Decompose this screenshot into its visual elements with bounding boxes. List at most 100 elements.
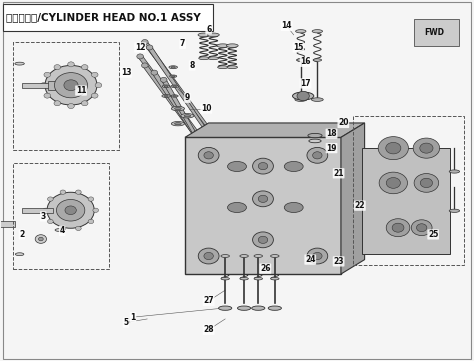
Text: 25: 25 [428, 230, 438, 239]
Ellipse shape [171, 85, 178, 88]
Ellipse shape [297, 59, 305, 61]
Text: 24: 24 [305, 255, 316, 264]
Ellipse shape [292, 92, 314, 100]
Ellipse shape [284, 203, 303, 213]
Ellipse shape [173, 95, 176, 97]
Circle shape [56, 200, 85, 221]
Text: 10: 10 [201, 104, 211, 113]
Circle shape [47, 192, 94, 228]
Text: 5: 5 [123, 318, 128, 327]
Text: 14: 14 [282, 21, 292, 30]
Ellipse shape [254, 277, 263, 280]
Bar [185, 137, 341, 274]
Text: 23: 23 [333, 257, 344, 266]
Ellipse shape [221, 255, 229, 257]
Text: 3: 3 [41, 212, 46, 221]
Text: 13: 13 [121, 68, 131, 77]
Ellipse shape [55, 229, 64, 231]
Circle shape [35, 235, 46, 243]
Text: 7: 7 [180, 39, 185, 48]
Polygon shape [162, 79, 221, 179]
Circle shape [54, 65, 61, 70]
Circle shape [40, 83, 47, 88]
Text: 27: 27 [203, 296, 214, 305]
Ellipse shape [184, 115, 191, 117]
Circle shape [420, 143, 433, 153]
Circle shape [146, 45, 153, 50]
Circle shape [68, 62, 74, 67]
Circle shape [91, 93, 98, 98]
Circle shape [253, 158, 273, 174]
Circle shape [386, 178, 401, 188]
Circle shape [160, 77, 167, 82]
Ellipse shape [170, 75, 177, 77]
Ellipse shape [199, 57, 209, 60]
Text: 28: 28 [203, 325, 214, 334]
Circle shape [253, 232, 273, 248]
Circle shape [307, 248, 328, 264]
Circle shape [198, 147, 219, 163]
Ellipse shape [296, 30, 306, 33]
Circle shape [88, 219, 94, 223]
Circle shape [44, 72, 51, 77]
Text: 8: 8 [190, 61, 195, 70]
Circle shape [60, 226, 66, 231]
Ellipse shape [171, 106, 184, 111]
Text: 11: 11 [76, 86, 86, 95]
Ellipse shape [171, 122, 184, 126]
Circle shape [313, 152, 322, 159]
Bar [22, 83, 50, 88]
Circle shape [413, 138, 439, 158]
Circle shape [75, 226, 81, 231]
Ellipse shape [308, 134, 322, 138]
Circle shape [44, 93, 51, 98]
Ellipse shape [284, 161, 303, 171]
Ellipse shape [169, 66, 177, 69]
Circle shape [142, 40, 148, 44]
Circle shape [64, 80, 78, 91]
Text: 6: 6 [206, 25, 211, 34]
Polygon shape [138, 56, 217, 157]
Ellipse shape [162, 95, 170, 97]
Polygon shape [143, 41, 219, 142]
Ellipse shape [237, 306, 251, 310]
Ellipse shape [254, 255, 263, 257]
Circle shape [55, 73, 88, 98]
Ellipse shape [227, 66, 237, 69]
Ellipse shape [271, 277, 279, 280]
Text: 19: 19 [326, 144, 337, 153]
Bar [414, 19, 459, 45]
Circle shape [54, 101, 61, 106]
Circle shape [307, 147, 328, 163]
Ellipse shape [198, 33, 210, 37]
Bar [22, 208, 53, 213]
Circle shape [258, 195, 268, 203]
Ellipse shape [311, 98, 323, 101]
Circle shape [45, 65, 97, 105]
Polygon shape [147, 47, 219, 148]
Ellipse shape [171, 66, 175, 68]
Circle shape [88, 197, 94, 201]
Circle shape [258, 162, 268, 170]
Circle shape [198, 248, 219, 264]
Circle shape [379, 172, 408, 194]
Circle shape [47, 219, 53, 223]
Circle shape [82, 65, 88, 70]
Ellipse shape [208, 57, 219, 60]
Bar [3, 4, 213, 31]
Ellipse shape [162, 85, 170, 88]
Ellipse shape [295, 98, 307, 101]
Text: 16: 16 [300, 57, 311, 66]
Circle shape [91, 72, 98, 77]
Circle shape [95, 83, 102, 88]
Polygon shape [185, 123, 365, 137]
Ellipse shape [268, 306, 282, 310]
Bar [0, 221, 15, 227]
Circle shape [60, 190, 66, 194]
Text: 4: 4 [60, 226, 65, 235]
Text: 1: 1 [130, 313, 136, 322]
Ellipse shape [313, 59, 321, 61]
Circle shape [93, 208, 99, 212]
Circle shape [297, 91, 310, 101]
Circle shape [386, 219, 410, 237]
